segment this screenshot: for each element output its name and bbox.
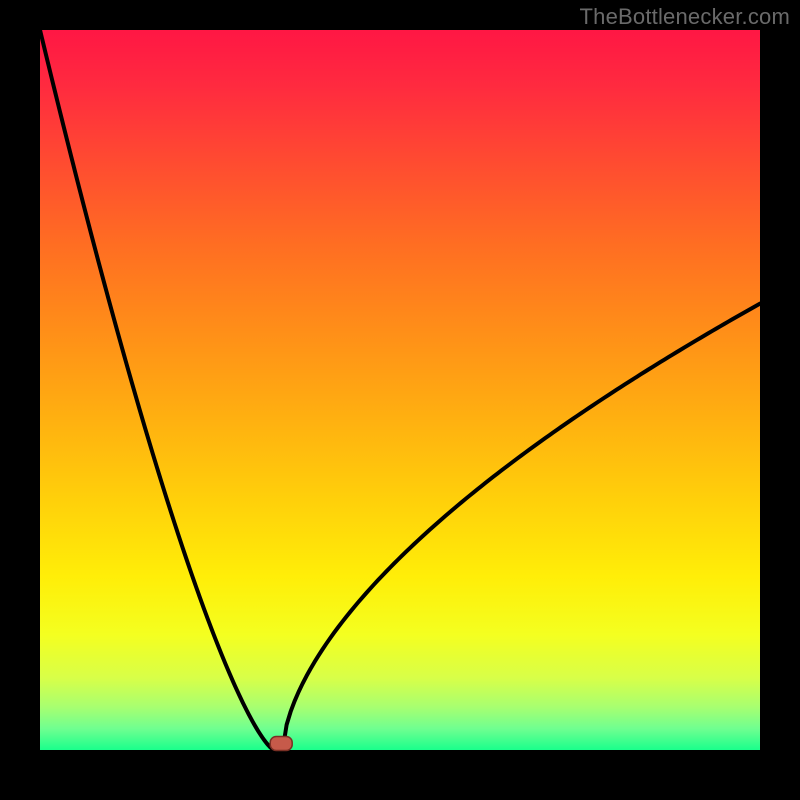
chart-container: TheBottlenecker.com (0, 0, 800, 800)
plot-area (40, 30, 760, 750)
optimal-point-marker (270, 737, 292, 751)
bottleneck-chart (0, 0, 800, 800)
watermark-text: TheBottlenecker.com (580, 4, 790, 30)
